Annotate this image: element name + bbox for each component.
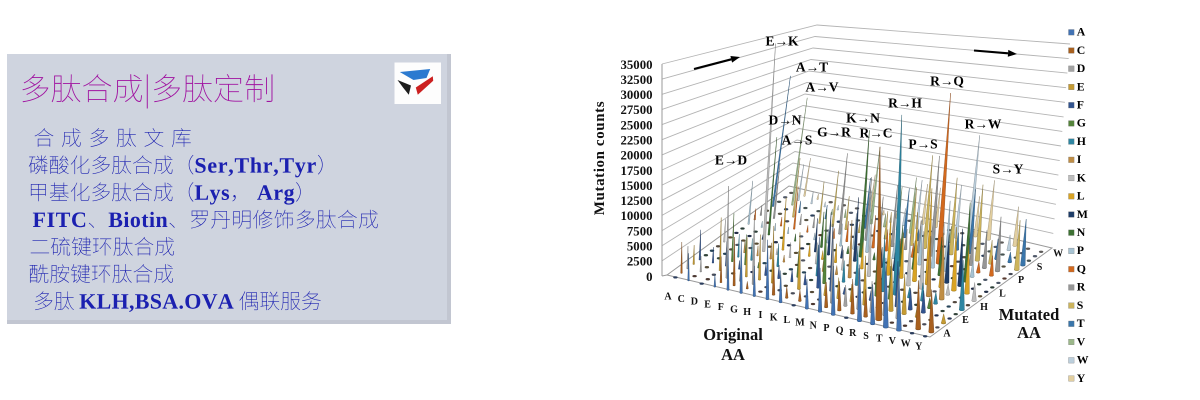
svg-text:S→Y: S→Y (993, 162, 1024, 177)
svg-text:C: C (1077, 43, 1086, 57)
svg-text:H: H (1077, 134, 1086, 148)
svg-text:K: K (770, 313, 778, 324)
svg-text:12500: 12500 (621, 194, 653, 208)
svg-text:F: F (718, 302, 724, 313)
svg-text:T: T (876, 333, 883, 344)
svg-text:E: E (962, 315, 969, 326)
svg-text:Y: Y (1077, 371, 1086, 385)
svg-text:N: N (1077, 225, 1086, 239)
svg-text:K: K (1077, 170, 1087, 184)
svg-text:D: D (691, 297, 698, 308)
svg-text:I: I (1077, 152, 1082, 166)
svg-text:P: P (1018, 275, 1024, 286)
svg-text:S: S (1077, 298, 1084, 312)
svg-text:E: E (704, 299, 711, 310)
svg-text:0: 0 (646, 270, 652, 284)
svg-text:D→N: D→N (769, 113, 802, 128)
svg-text:AA: AA (721, 345, 745, 364)
svg-text:E→D: E→D (715, 153, 748, 168)
svg-text:R→C: R→C (860, 126, 893, 141)
svg-text:R: R (1077, 280, 1086, 294)
svg-text:Q: Q (1077, 262, 1086, 276)
svg-text:L: L (999, 289, 1006, 300)
svg-text:E→K: E→K (765, 34, 799, 49)
svg-text:E: E (1077, 79, 1085, 93)
svg-text:S: S (863, 331, 869, 342)
svg-text:R: R (849, 328, 857, 339)
svg-text:R→H: R→H (888, 96, 922, 111)
svg-text:Mutated: Mutated (999, 305, 1060, 324)
svg-text:Original: Original (703, 325, 763, 344)
svg-text:Y: Y (915, 341, 923, 352)
svg-text:30000: 30000 (621, 88, 653, 102)
svg-text:C: C (678, 294, 685, 305)
svg-text:M: M (1077, 207, 1088, 221)
svg-text:35000: 35000 (621, 58, 653, 72)
svg-text:15000: 15000 (621, 179, 653, 193)
svg-text:32500: 32500 (621, 73, 653, 87)
svg-text:G→R: G→R (817, 125, 851, 140)
svg-text:P: P (823, 323, 829, 334)
svg-text:22500: 22500 (621, 134, 653, 148)
svg-text:W: W (901, 339, 911, 350)
svg-text:10000: 10000 (621, 209, 653, 223)
svg-text:AA: AA (1017, 323, 1041, 342)
svg-text:A: A (664, 292, 672, 303)
svg-text:Mutation counts: Mutation counts (592, 101, 608, 215)
svg-text:25000: 25000 (621, 118, 653, 132)
svg-text:A→T: A→T (796, 60, 828, 75)
svg-text:V: V (1077, 334, 1086, 348)
svg-text:S: S (1037, 262, 1043, 273)
svg-text:T: T (1077, 316, 1085, 330)
svg-text:I: I (758, 310, 762, 321)
svg-text:G: G (730, 305, 738, 316)
svg-text:N: N (810, 320, 818, 331)
svg-text:27500: 27500 (621, 103, 653, 117)
svg-text:P: P (1077, 243, 1084, 257)
svg-text:V: V (889, 336, 897, 347)
svg-text:H: H (980, 302, 988, 313)
svg-text:L: L (783, 315, 790, 326)
svg-text:P→S: P→S (908, 137, 937, 152)
svg-text:W: W (1053, 249, 1063, 260)
svg-text:W: W (1077, 353, 1089, 367)
svg-text:L: L (1077, 189, 1085, 203)
svg-text:H: H (743, 307, 751, 318)
svg-text:A→S: A→S (782, 133, 813, 148)
svg-text:2500: 2500 (627, 255, 653, 269)
svg-text:A→V: A→V (806, 80, 839, 95)
svg-text:K→N: K→N (846, 111, 880, 126)
svg-text:R→W: R→W (965, 117, 1002, 132)
svg-text:M: M (795, 318, 805, 329)
svg-text:7500: 7500 (627, 224, 653, 238)
svg-text:20000: 20000 (621, 149, 653, 163)
svg-text:A: A (1077, 25, 1086, 39)
svg-text:D: D (1077, 61, 1086, 75)
svg-text:F: F (1077, 98, 1084, 112)
svg-text:A: A (943, 329, 951, 340)
svg-text:G: G (1077, 116, 1086, 130)
svg-text:5000: 5000 (627, 240, 653, 254)
svg-text:R→Q: R→Q (930, 74, 964, 89)
svg-text:Q: Q (836, 326, 844, 337)
svg-text:17500: 17500 (621, 164, 653, 178)
